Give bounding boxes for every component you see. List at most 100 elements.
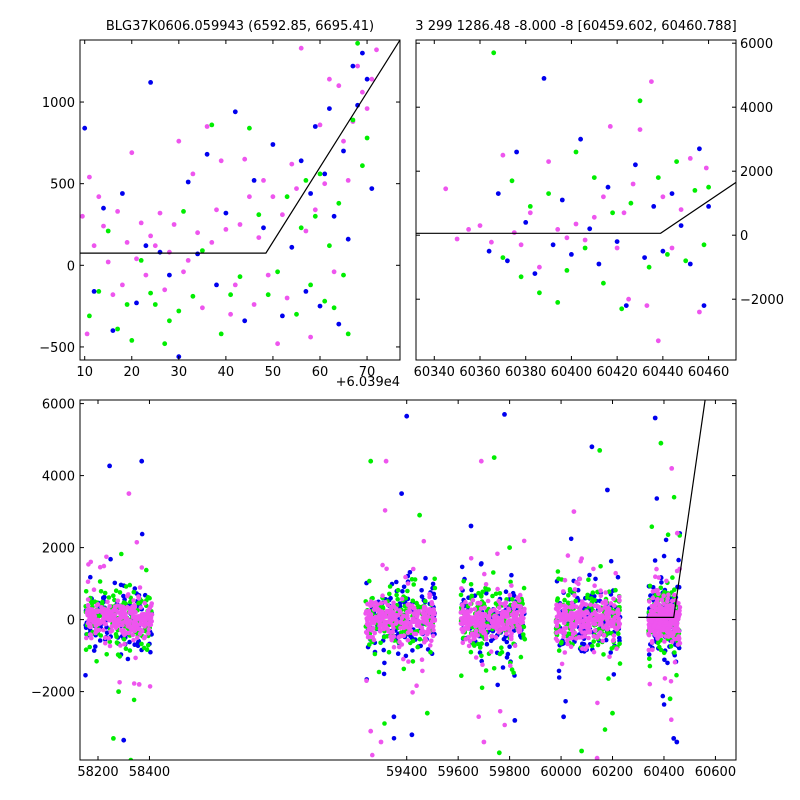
- data-point-magenta: [116, 610, 121, 615]
- data-point-magenta: [574, 617, 580, 623]
- data-point-magenta: [399, 633, 405, 639]
- data-point-magenta: [148, 233, 154, 239]
- data-point-blue: [484, 641, 490, 647]
- y-tick-label: 2000: [42, 542, 75, 557]
- data-point-magenta: [181, 269, 186, 275]
- data-point-magenta: [87, 174, 92, 180]
- data-point-green: [394, 592, 399, 598]
- data-point-magenta: [498, 601, 503, 606]
- data-point-magenta: [600, 638, 606, 644]
- data-point-magenta: [407, 609, 413, 615]
- data-point-magenta: [571, 611, 576, 616]
- data-point-green: [209, 122, 215, 128]
- data-point-magenta: [592, 583, 597, 588]
- data-point-green: [395, 587, 401, 593]
- data-point-blue: [121, 593, 126, 599]
- data-point-magenta: [370, 615, 375, 621]
- data-point-magenta: [384, 566, 389, 572]
- data-point-magenta: [565, 637, 570, 643]
- data-point-blue: [148, 80, 154, 85]
- data-point-magenta: [135, 615, 140, 621]
- data-point-blue: [350, 63, 356, 69]
- data-point-blue: [127, 639, 132, 645]
- data-point-outlier: [399, 491, 404, 496]
- data-point-magenta: [591, 633, 597, 639]
- data-point-green: [509, 667, 515, 672]
- data-point-magenta: [614, 646, 619, 651]
- data-point-blue: [303, 289, 309, 294]
- data-point-blue: [514, 149, 519, 155]
- data-point-magenta: [621, 210, 627, 216]
- data-point-green: [152, 302, 158, 307]
- data-point-blue: [469, 587, 474, 593]
- data-point-magenta: [275, 341, 280, 347]
- x-tick-label: 40: [218, 365, 235, 380]
- plot-frame: [79, 399, 737, 761]
- data-point-blue: [593, 576, 598, 582]
- data-point-magenta: [404, 614, 409, 619]
- data-point-magenta: [649, 619, 654, 624]
- data-point-magenta: [341, 138, 346, 144]
- data-point-blue: [509, 572, 514, 578]
- data-point-magenta: [659, 597, 665, 602]
- data-point-magenta: [568, 644, 574, 650]
- data-point-magenta: [580, 618, 586, 624]
- data-point-magenta: [537, 264, 542, 270]
- data-point-magenta: [579, 603, 584, 608]
- data-point-magenta: [612, 603, 617, 608]
- data-point-blue: [204, 151, 210, 157]
- data-point-green: [706, 184, 711, 190]
- data-point-green: [327, 243, 332, 249]
- data-point-blue: [651, 204, 657, 209]
- data-point-green: [387, 591, 392, 597]
- data-point-green: [94, 659, 99, 664]
- data-point-blue: [401, 584, 407, 590]
- data-point-magenta: [493, 635, 499, 640]
- data-point-magenta: [121, 628, 126, 633]
- data-point-magenta: [652, 588, 658, 594]
- data-point-blue: [556, 668, 562, 674]
- data-point-magenta: [363, 630, 369, 635]
- data-point-blue: [623, 303, 629, 308]
- data-point-green: [376, 669, 382, 675]
- data-point-magenta: [592, 616, 597, 622]
- data-point-green: [649, 524, 655, 529]
- data-point-magenta: [527, 210, 533, 216]
- data-point-green: [341, 272, 346, 278]
- data-point-magenta: [502, 722, 508, 728]
- data-point-magenta: [138, 605, 144, 610]
- data-point-magenta: [647, 613, 653, 618]
- data-point-blue: [563, 699, 568, 704]
- data-point-green: [657, 644, 662, 650]
- data-point-magenta: [134, 540, 140, 545]
- data-point-magenta: [491, 620, 496, 625]
- data-point-green: [647, 656, 652, 662]
- data-point-green: [144, 647, 150, 652]
- data-point-magenta: [475, 633, 481, 638]
- data-point-magenta: [561, 615, 567, 621]
- data-point-outlier: [391, 714, 397, 720]
- data-point-green: [378, 640, 383, 646]
- y-tick-label: 2000: [740, 165, 773, 180]
- data-point-green: [87, 313, 92, 319]
- data-point-magenta: [364, 106, 370, 111]
- data-point-green: [372, 651, 378, 657]
- data-point-green: [521, 632, 526, 637]
- data-point-magenta: [345, 178, 351, 183]
- plot-frame: [415, 39, 737, 361]
- data-point-magenta: [613, 570, 618, 576]
- data-point-magenta: [228, 311, 234, 317]
- data-point-green: [628, 200, 634, 206]
- data-point-green: [668, 644, 674, 649]
- data-point-magenta: [599, 607, 604, 612]
- data-point-green: [119, 551, 124, 557]
- data-point-magenta: [97, 627, 102, 633]
- data-point-green: [491, 666, 497, 671]
- data-point-magenta: [598, 593, 604, 599]
- data-point-green: [367, 642, 372, 647]
- x-tick-label: 59400: [386, 765, 427, 780]
- data-point-magenta: [567, 614, 573, 619]
- data-point-magenta: [647, 599, 652, 604]
- data-point-green: [350, 117, 356, 123]
- data-point-blue: [507, 644, 512, 649]
